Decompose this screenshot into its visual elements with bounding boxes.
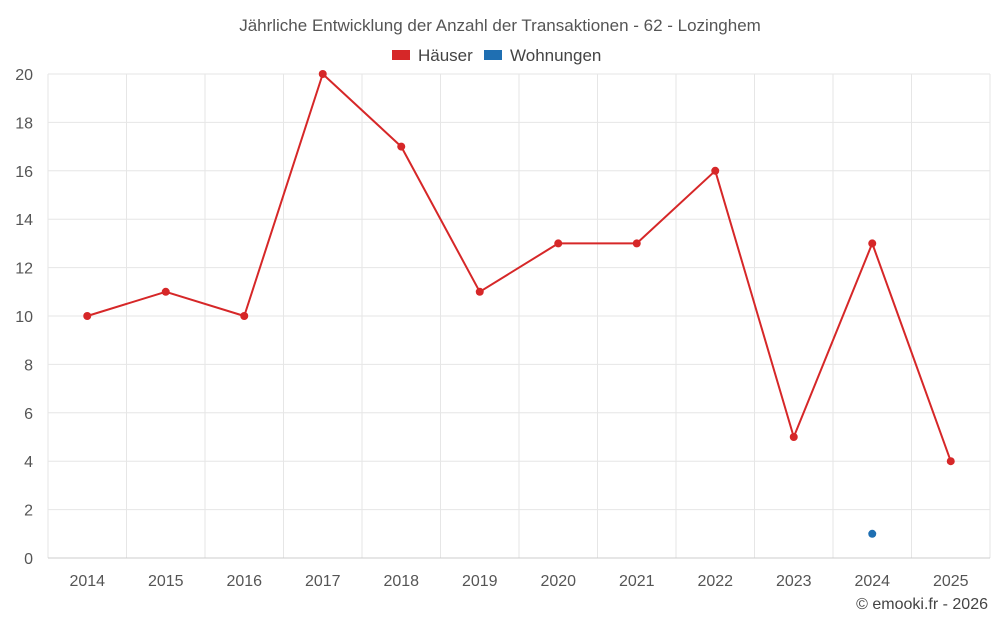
data-point-haeuser[interactable] [554, 239, 562, 247]
y-tick-label: 8 [24, 357, 33, 374]
x-axis: 2014 2015 2016 2017 2018 2019 2020 2021 2022 2023… [48, 558, 990, 590]
y-tick-label: 16 [15, 164, 33, 181]
y-tick-label: 10 [15, 309, 33, 326]
chart-title: Jährliche Entwicklung der Anzahl der Tra… [239, 16, 761, 35]
grid [48, 74, 990, 558]
x-tick-label: 2025 [933, 573, 969, 590]
data-point-haeuser[interactable] [790, 433, 798, 441]
chart-container: Jährliche Entwicklung der Anzahl der Tra… [0, 0, 1000, 625]
x-tick-label: 2018 [383, 573, 419, 590]
x-tick-label: 2020 [540, 573, 576, 590]
x-tick-label: 2021 [619, 573, 655, 590]
credit-text: © emooki.fr - 2026 [856, 596, 988, 613]
legend-swatch-wohnungen [484, 50, 502, 60]
legend-swatch-haeuser [392, 50, 410, 60]
x-tick-label: 2024 [854, 573, 890, 590]
y-tick-label: 0 [24, 551, 33, 568]
legend-label-wohnungen: Wohnungen [510, 46, 601, 65]
legend-item-wohnungen[interactable]: Wohnungen [484, 46, 601, 65]
x-tick-label: 2015 [148, 573, 184, 590]
data-point-haeuser[interactable] [240, 312, 248, 320]
data-point-haeuser[interactable] [476, 288, 484, 296]
y-axis: 0 2 4 6 8 10 12 14 16 18 20 [15, 67, 33, 568]
y-tick-label: 14 [15, 212, 33, 229]
legend-label-haeuser: Häuser [418, 46, 473, 65]
data-point-haeuser[interactable] [633, 239, 641, 247]
x-tick-label: 2023 [776, 573, 812, 590]
legend[interactable]: Häuser Wohnungen [392, 46, 601, 65]
data-point-haeuser[interactable] [397, 143, 405, 151]
y-tick-label: 2 [24, 503, 33, 520]
legend-item-haeuser[interactable]: Häuser [392, 46, 473, 65]
x-tick-label: 2017 [305, 573, 341, 590]
y-tick-label: 6 [24, 406, 33, 423]
data-point-haeuser[interactable] [947, 457, 955, 465]
y-tick-label: 20 [15, 67, 33, 84]
x-tick-label: 2016 [226, 573, 262, 590]
x-tick-label: 2019 [462, 573, 498, 590]
y-tick-label: 4 [24, 454, 33, 471]
data-point-haeuser[interactable] [868, 239, 876, 247]
data-point-wohnungen[interactable] [868, 530, 876, 538]
data-point-haeuser[interactable] [83, 312, 91, 320]
line-chart: Jährliche Entwicklung der Anzahl der Tra… [0, 0, 1000, 625]
data-point-haeuser[interactable] [319, 70, 327, 78]
y-tick-label: 12 [15, 261, 33, 278]
y-tick-label: 18 [15, 115, 33, 132]
series-wohnungen [868, 530, 876, 538]
x-tick-label: 2022 [697, 573, 733, 590]
x-tick-label: 2014 [69, 573, 105, 590]
data-point-haeuser[interactable] [711, 167, 719, 175]
data-point-haeuser[interactable] [162, 288, 170, 296]
